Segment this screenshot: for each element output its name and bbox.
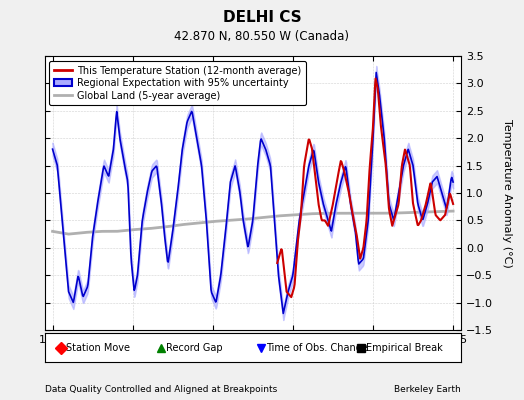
Text: Data Quality Controlled and Aligned at Breakpoints: Data Quality Controlled and Aligned at B… bbox=[45, 385, 277, 394]
Text: Empirical Break: Empirical Break bbox=[366, 342, 443, 353]
Text: Record Gap: Record Gap bbox=[166, 342, 223, 353]
Text: DELHI CS: DELHI CS bbox=[223, 10, 301, 25]
Text: Station Move: Station Move bbox=[66, 342, 130, 353]
Text: Time of Obs. Change: Time of Obs. Change bbox=[266, 342, 368, 353]
Y-axis label: Temperature Anomaly (°C): Temperature Anomaly (°C) bbox=[503, 119, 512, 267]
Text: 42.870 N, 80.550 W (Canada): 42.870 N, 80.550 W (Canada) bbox=[174, 30, 350, 43]
Legend: This Temperature Station (12-month average), Regional Expectation with 95% uncer: This Temperature Station (12-month avera… bbox=[49, 61, 305, 106]
Text: Berkeley Earth: Berkeley Earth bbox=[395, 385, 461, 394]
